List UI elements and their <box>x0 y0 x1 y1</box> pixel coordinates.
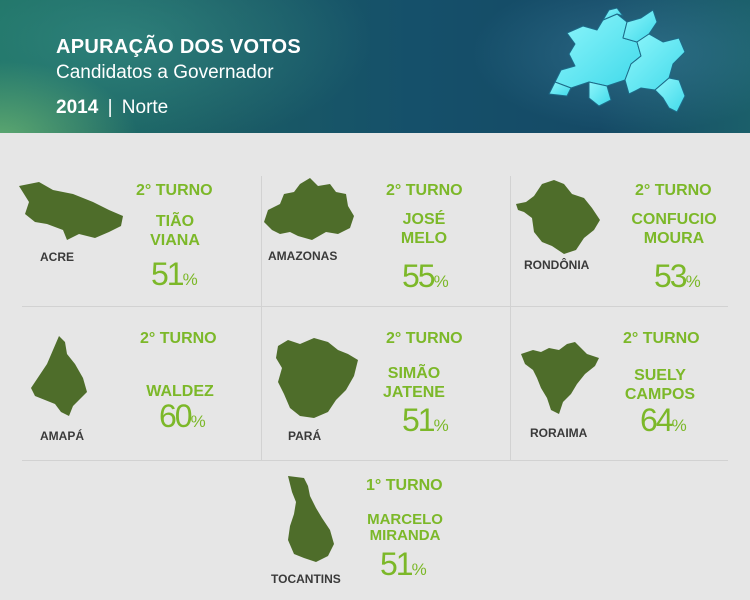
turno-label: 2° TURNO <box>386 182 463 199</box>
candidate-name: MARCELO MIRANDA <box>367 511 443 544</box>
state-name: TOCANTINS <box>271 572 341 586</box>
state-name: PARÁ <box>288 429 322 443</box>
candidate-name: CONFUCIO MOURA <box>631 211 717 247</box>
vote-percentage: 64% <box>640 402 687 438</box>
year-label: 2014 <box>56 97 99 118</box>
state-name: RONDÔNIA <box>524 258 590 272</box>
row-divider-1 <box>22 306 728 307</box>
state-name: RORAIMA <box>530 426 588 440</box>
rondonia-map-icon <box>516 180 600 254</box>
state-name: AMAPÁ <box>40 429 84 443</box>
amapa-map-icon <box>31 336 87 416</box>
tocantins-map-icon <box>288 476 334 562</box>
vote-percentage: 55% <box>402 258 449 294</box>
candidate-name: SUELY CAMPOS <box>624 367 696 403</box>
north-region-map-icon <box>548 8 686 113</box>
vote-percentage: 51% <box>151 256 198 292</box>
turno-label: 2° TURNO <box>386 330 463 347</box>
column-divider-2 <box>510 176 511 460</box>
header-banner: APURAÇÃO DOS VOTOS Candidatos a Governad… <box>0 0 750 133</box>
turno-label: 2° TURNO <box>635 182 712 199</box>
page-subtitle: Candidatos a Governador <box>56 62 274 83</box>
candidate-name: WALDEZ <box>146 383 214 400</box>
year-region-line: 2014 | Norte <box>56 97 168 119</box>
amazonas-map-icon <box>264 178 354 240</box>
vote-percentage: 51% <box>380 546 427 582</box>
state-name: ACRE <box>40 250 75 264</box>
region-label: Norte <box>121 97 169 118</box>
header-glow <box>0 60 140 133</box>
candidate-name: TIÃO VIANA <box>150 213 200 249</box>
turno-label: 2° TURNO <box>140 330 217 347</box>
acre-map-icon <box>19 182 123 240</box>
state-name: AMAZONAS <box>268 249 338 263</box>
candidate-name: SIMÃO JATENE <box>383 365 445 401</box>
page-title: APURAÇÃO DOS VOTOS <box>56 36 302 58</box>
turno-label: 2° TURNO <box>623 330 700 347</box>
vote-percentage: 53% <box>654 258 701 294</box>
year-region-separator: | <box>107 97 113 118</box>
roraima-map-icon <box>521 342 599 414</box>
turno-label: 2° TURNO <box>136 182 213 199</box>
column-divider-1 <box>261 176 262 460</box>
candidate-name: JOSÉ MELO <box>400 211 448 247</box>
row-divider-2 <box>22 460 728 461</box>
vote-percentage: 51% <box>402 402 449 438</box>
turno-label: 1° TURNO <box>366 477 443 494</box>
para-map-icon <box>276 338 358 418</box>
vote-percentage: 60% <box>159 398 206 434</box>
